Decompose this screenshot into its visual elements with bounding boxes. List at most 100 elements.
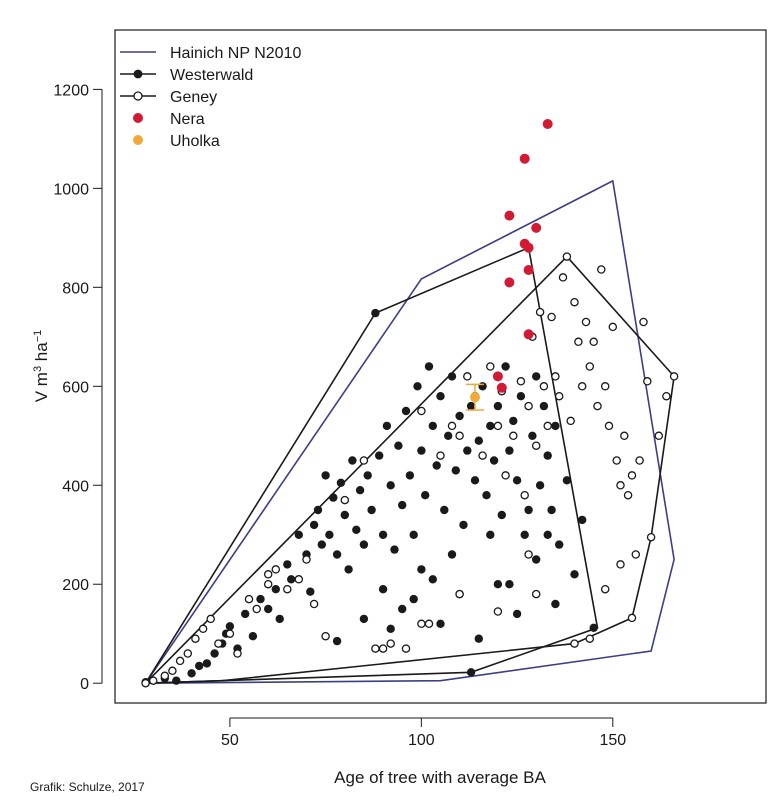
geney-point: [554, 391, 564, 401]
geney-point: [478, 451, 487, 460]
westerwald-point: [509, 416, 518, 426]
geney-point: [535, 307, 545, 317]
hull-layer: [144, 179, 675, 684]
westerwald-point: [489, 456, 499, 465]
westerwald-point: [436, 619, 445, 628]
westerwald-point: [359, 540, 369, 549]
geney-point: [600, 584, 610, 594]
westerwald-point: [447, 372, 457, 381]
geney-point: [627, 471, 637, 480]
y-axis-title-main: V m: [32, 372, 51, 402]
geney-point: [493, 607, 503, 616]
nera-point: [504, 277, 515, 288]
nera-point: [496, 382, 507, 393]
geney-point: [252, 604, 261, 614]
westerwald-point: [547, 505, 556, 515]
westerwald-point: [378, 585, 388, 594]
westerwald-point: [344, 565, 353, 574]
westerwald-point: [543, 530, 552, 539]
geney-point: [486, 362, 495, 371]
westerwald-point: [512, 609, 522, 619]
geney-point: [371, 644, 380, 653]
legend-marker-uholka: [133, 135, 143, 145]
plot-frame: [114, 29, 767, 704]
westerwald-point: [390, 545, 399, 554]
westerwald-point: [409, 594, 418, 604]
legend-marker-westerwald: [133, 69, 143, 79]
geney-point: [627, 613, 637, 623]
westerwald-point: [332, 550, 342, 559]
westerwald-point: [309, 520, 319, 530]
westerwald-point: [505, 580, 514, 589]
geney-point: [501, 471, 510, 480]
geney-point: [183, 649, 193, 658]
y-tick-label: 800: [62, 280, 89, 297]
geney-point: [401, 644, 411, 653]
westerwald-point: [543, 451, 552, 460]
westerwald-point: [271, 585, 280, 594]
westerwald-point: [440, 505, 449, 515]
geney-point: [570, 297, 579, 307]
westerwald-point: [398, 500, 407, 510]
geney-point: [551, 372, 560, 381]
westerwald-point: [363, 471, 372, 480]
westerwald-point: [367, 505, 376, 515]
westerwald-point: [325, 530, 334, 539]
geney-point: [340, 495, 350, 505]
legend-marker-nera: [133, 113, 143, 123]
y-tick-label: 400: [62, 478, 89, 495]
westerwald-point: [562, 476, 572, 485]
geney-point: [321, 631, 330, 641]
y-axis-title-mid: ha: [32, 342, 51, 366]
westerwald-point: [501, 362, 510, 371]
x-axis-title: Age of tree with average BA: [334, 768, 546, 787]
geney-point: [612, 456, 621, 465]
y-tick-label: 1000: [53, 181, 89, 198]
y-tick-label: 0: [80, 676, 89, 693]
nera-point: [542, 119, 553, 129]
westerwald-point: [409, 530, 418, 539]
geney-point: [566, 416, 575, 426]
geney-point: [436, 451, 445, 460]
nera-point: [523, 242, 534, 253]
geney-point: [191, 634, 200, 643]
geney-point: [493, 421, 503, 431]
westerwald-point: [486, 421, 495, 431]
westerwald-point: [447, 550, 457, 559]
westerwald-point: [451, 466, 460, 475]
westerwald-point: [386, 481, 395, 490]
geney-point: [539, 382, 549, 391]
geney-point: [149, 676, 158, 685]
geney-point: [581, 317, 591, 327]
nera-point: [504, 210, 515, 221]
geney-point: [639, 317, 648, 327]
y-axis: 0 200 400 600 800 1000 1200: [53, 82, 103, 693]
geney-point: [447, 421, 457, 431]
geney-point: [623, 490, 633, 500]
westerwald-point: [512, 476, 522, 485]
westerwald-point: [474, 634, 483, 643]
westerwald-point: [275, 614, 284, 624]
credit-text: Grafik: Schulze, 2017: [30, 780, 145, 794]
geney-point: [283, 584, 292, 594]
westerwald-point: [455, 411, 464, 421]
westerwald-point: [444, 431, 453, 440]
geney-point: [294, 575, 304, 584]
hull-hainich-np-n2010: [144, 179, 675, 684]
geney-point: [520, 490, 529, 500]
geney-point: [214, 639, 223, 648]
westerwald-point: [394, 441, 403, 450]
westerwald-point: [340, 510, 349, 520]
westerwald-point: [187, 669, 196, 678]
geney-point: [597, 265, 606, 274]
geney-point: [524, 401, 533, 411]
westerwald-point: [589, 623, 598, 632]
geney-point: [516, 377, 526, 386]
points-layer: [141, 119, 679, 688]
geney-point: [654, 431, 664, 441]
geney-point: [198, 624, 208, 634]
westerwald-point: [225, 622, 235, 631]
geney-point: [233, 649, 242, 658]
westerwald-point: [463, 446, 472, 455]
westerwald-point: [466, 401, 476, 411]
